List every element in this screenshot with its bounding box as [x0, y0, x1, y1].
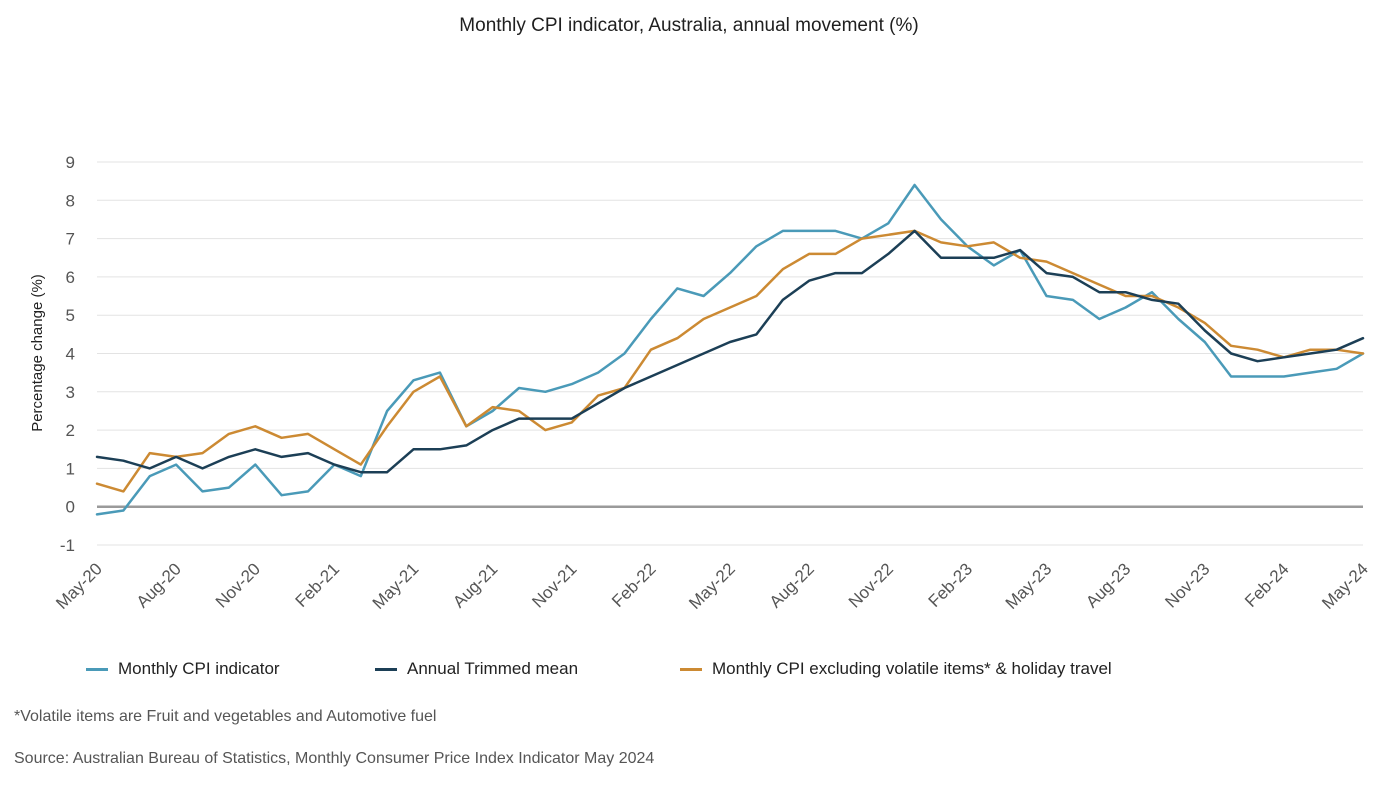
y-axis-title: Percentage change (%): [29, 274, 46, 432]
x-tick-label: Nov-20: [212, 559, 264, 611]
legend-swatch-trimmed-mean: [375, 667, 397, 671]
y-tick-label: 5: [66, 306, 75, 325]
legend-item-cpi-excluding-volatile: Monthly CPI excluding volatile items* & …: [680, 659, 1112, 679]
y-axis-ticks: -1 0 1 2 3 4 5 6 7 8 9: [60, 153, 75, 555]
legend-label-cpi-excluding-volatile: Monthly CPI excluding volatile items* & …: [712, 659, 1112, 678]
x-tick-label: Feb-22: [608, 559, 660, 611]
chart-title: Monthly CPI indicator, Australia, annual…: [459, 15, 919, 36]
x-tick-label: Feb-23: [925, 559, 977, 611]
x-tick-label: Nov-21: [528, 559, 580, 611]
y-tick-label: 3: [66, 383, 75, 402]
x-tick-label: Nov-23: [1161, 559, 1213, 611]
series-line-cpi-excluding-volatile: [95, 229, 1365, 493]
legend-swatch-cpi: [86, 667, 108, 671]
x-tick-label: May-22: [685, 559, 739, 613]
x-tick-label: May-21: [369, 559, 423, 613]
y-tick-label: 1: [66, 459, 75, 478]
legend-item-cpi: Monthly CPI indicator: [86, 659, 280, 679]
x-tick-label: Feb-24: [1241, 559, 1293, 611]
legend-swatch-cpi-excluding-volatile: [680, 667, 702, 671]
y-tick-label: 8: [66, 191, 75, 210]
x-tick-label: Feb-21: [292, 559, 344, 611]
x-tick-label: May-20: [52, 559, 106, 613]
x-tick-label: Aug-23: [1082, 559, 1134, 611]
series-lines: [95, 183, 1365, 516]
x-tick-label: Aug-21: [449, 559, 501, 611]
legend-item-trimmed-mean: Annual Trimmed mean: [375, 659, 578, 679]
x-axis-ticks: May-20 Aug-20 Nov-20 Feb-21 May-21 Aug-21 Nov-…: [52, 559, 1372, 613]
y-tick-label: 0: [66, 498, 75, 517]
y-tick-label: 2: [66, 421, 75, 440]
y-tick-label: 7: [66, 230, 75, 249]
y-tick-label: 9: [66, 153, 75, 172]
gridlines: [97, 161, 1363, 546]
footnote: *Volatile items are Fruit and vegetables…: [14, 708, 437, 725]
y-tick-label: -1: [60, 536, 75, 555]
x-tick-label: May-23: [1002, 559, 1056, 613]
source-note: Source: Australian Bureau of Statistics,…: [14, 750, 655, 767]
series-line-cpi: [95, 183, 1365, 516]
legend-label-cpi: Monthly CPI indicator: [118, 659, 280, 678]
legend: Monthly CPI indicator Annual Trimmed mea…: [86, 659, 1366, 681]
y-tick-label: 6: [66, 268, 75, 287]
y-tick-label: 4: [66, 345, 75, 364]
x-tick-label: Aug-20: [133, 559, 185, 611]
legend-label-trimmed-mean: Annual Trimmed mean: [407, 659, 579, 678]
series-line-trimmed-mean: [95, 229, 1365, 474]
x-tick-label: Nov-22: [845, 559, 897, 611]
x-tick-label: May-24: [1318, 559, 1372, 613]
x-tick-label: Aug-22: [766, 559, 818, 611]
